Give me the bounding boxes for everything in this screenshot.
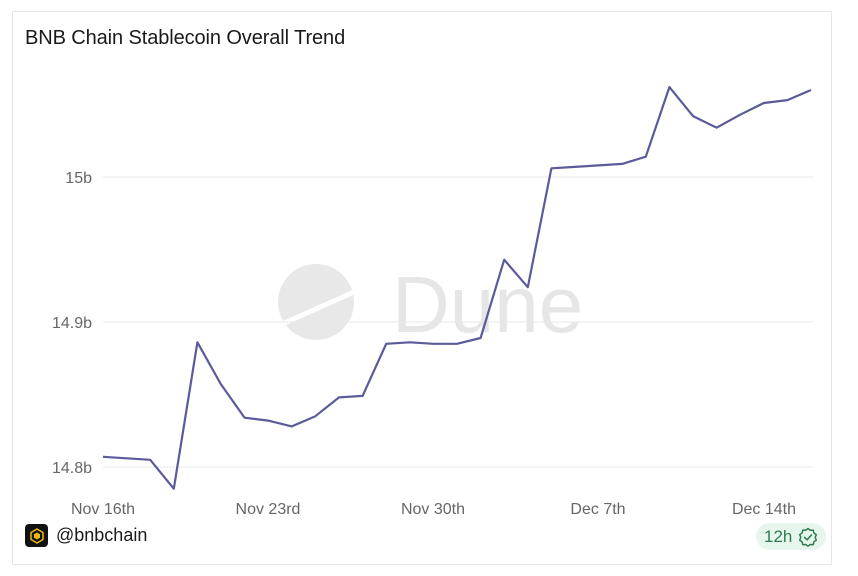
series-line[interactable]: [102, 85, 812, 490]
dune-watermark: Dune: [278, 260, 583, 349]
refresh-badge[interactable]: 12h: [756, 523, 827, 550]
grid-lines: [103, 176, 813, 468]
y-axis: 14.8b 14.9b 15b: [52, 170, 92, 477]
x-axis: Nov 16th Nov 23rd Nov 30th Dec 7th Dec 14th: [71, 501, 796, 518]
y-tick-label: 14.9b: [52, 315, 92, 332]
watermark-text: Dune: [392, 260, 583, 349]
x-tick-label: Nov 16th: [71, 501, 135, 518]
bnb-logo-icon: [25, 524, 48, 547]
x-tick-label: Nov 30th: [401, 501, 465, 518]
x-tick-label: Dec 7th: [570, 501, 625, 518]
x-tick-label: Nov 23rd: [236, 501, 301, 518]
chart-card: [12, 11, 832, 565]
verified-check-icon: [799, 527, 818, 547]
refresh-interval: 12h: [764, 526, 793, 546]
x-tick-label: Dec 14th: [732, 501, 796, 518]
author-handle[interactable]: @bnbchain: [56, 525, 148, 545]
chart-title: BNB Chain Stablecoin Overall Trend: [25, 27, 346, 49]
y-tick-label: 15b: [65, 170, 92, 187]
author[interactable]: @bnbchain: [25, 524, 147, 547]
y-tick-label: 14.8b: [52, 460, 92, 477]
